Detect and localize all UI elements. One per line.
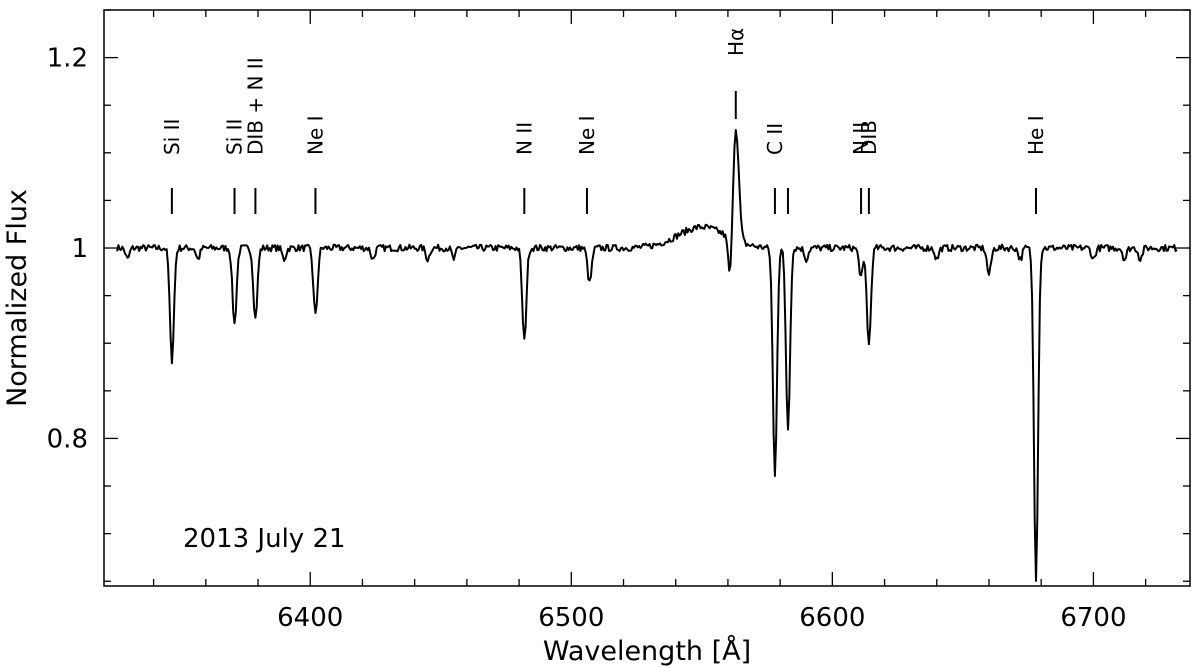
annotation-date: 2013 July 21 [183, 524, 346, 554]
line-label: Hα [724, 28, 748, 56]
tick-labels: 6400 6500 6600 6700 0.8 1 1.2 [47, 44, 1127, 633]
y-axis-label: Normalized Flux [2, 189, 33, 407]
x-tick-label: 6600 [799, 603, 865, 633]
line-label: Si II [160, 119, 184, 155]
spectrum-line [116, 129, 1178, 582]
y-tick-label: 1.2 [47, 44, 88, 74]
axis-ticks [104, 9, 1190, 586]
line-label: Si II [223, 119, 247, 155]
line-label: DIB + N II [243, 57, 267, 155]
line-label: N II [849, 122, 873, 155]
line-label: DIB [857, 120, 881, 155]
line-label: He I [1024, 115, 1048, 155]
plot-frame [103, 9, 1191, 587]
line-label: Ne I [303, 115, 327, 155]
x-tick-label: 6400 [277, 603, 343, 633]
x-axis-label: Wavelength [Å] [543, 635, 751, 667]
y-tick-label: 0.8 [47, 424, 88, 454]
line-label: C II [763, 123, 787, 155]
x-tick-label: 6500 [538, 603, 604, 633]
y-tick-label: 1 [71, 234, 88, 264]
line-label: Ne I [575, 115, 599, 155]
line-label: N II [512, 122, 536, 155]
x-tick-label: 6700 [1060, 603, 1126, 633]
